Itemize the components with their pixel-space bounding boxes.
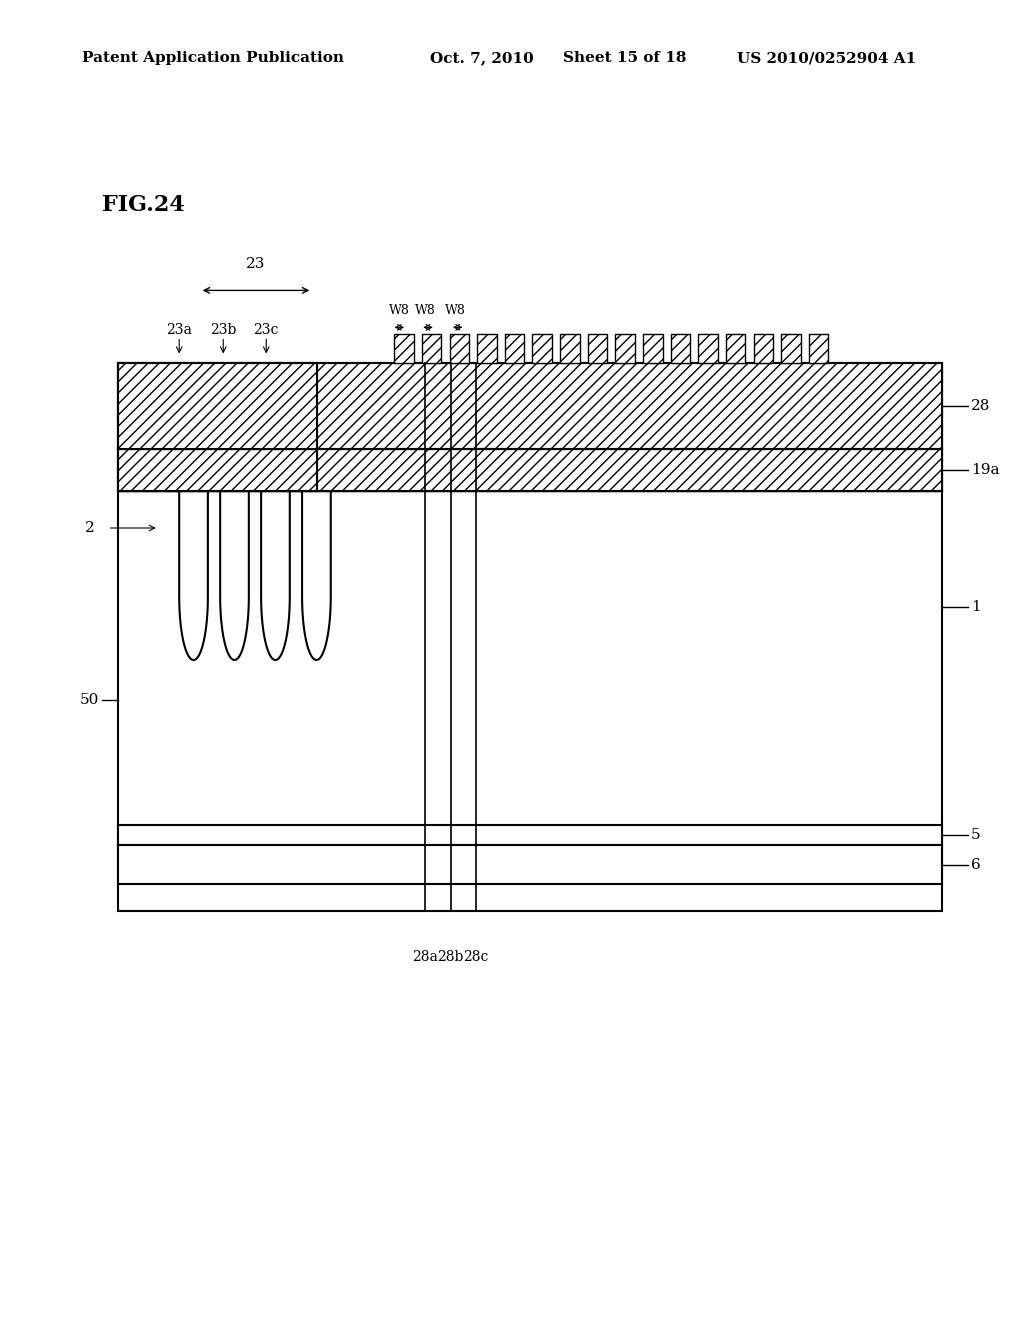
Bar <box>560 334 580 363</box>
Text: 23: 23 <box>247 256 265 271</box>
Bar <box>671 334 690 363</box>
Text: W8: W8 <box>445 304 466 317</box>
Text: 50: 50 <box>80 693 99 706</box>
Bar <box>560 334 580 363</box>
Text: 28a: 28a <box>412 950 438 965</box>
Bar <box>450 334 469 363</box>
Bar <box>477 334 497 363</box>
Bar <box>671 334 690 363</box>
Bar <box>781 334 801 363</box>
Text: Patent Application Publication: Patent Application Publication <box>82 51 344 65</box>
Bar <box>118 363 942 449</box>
Bar <box>505 334 524 363</box>
Bar <box>781 334 801 363</box>
Text: 19a: 19a <box>971 463 999 477</box>
Text: 28c: 28c <box>464 950 488 965</box>
Text: 28: 28 <box>971 399 990 413</box>
Bar <box>726 334 745 363</box>
Text: 1: 1 <box>971 601 981 614</box>
Bar <box>754 334 773 363</box>
Bar <box>588 334 607 363</box>
Bar <box>726 334 745 363</box>
Bar <box>118 449 942 491</box>
Bar <box>118 449 317 491</box>
Text: US 2010/0252904 A1: US 2010/0252904 A1 <box>737 51 916 65</box>
Text: Sheet 15 of 18: Sheet 15 of 18 <box>563 51 687 65</box>
Bar <box>505 334 524 363</box>
Bar <box>532 334 552 363</box>
Bar <box>698 334 718 363</box>
Bar <box>118 825 942 845</box>
Bar <box>643 334 663 363</box>
Bar <box>118 363 942 449</box>
Bar <box>118 363 317 449</box>
Text: 23b: 23b <box>210 323 237 338</box>
Bar <box>809 334 828 363</box>
Bar <box>394 334 414 363</box>
Bar <box>643 334 663 363</box>
Bar <box>809 334 828 363</box>
Bar <box>588 334 607 363</box>
Bar <box>118 363 317 449</box>
Text: W8: W8 <box>415 304 435 317</box>
Bar <box>118 845 942 884</box>
Bar <box>422 334 441 363</box>
Bar <box>422 334 441 363</box>
Text: 2: 2 <box>84 521 94 535</box>
Text: FIG.24: FIG.24 <box>102 194 185 215</box>
Text: 23a: 23a <box>166 323 193 338</box>
Bar <box>698 334 718 363</box>
Bar <box>394 334 414 363</box>
Text: 6: 6 <box>971 858 981 871</box>
Text: Oct. 7, 2010: Oct. 7, 2010 <box>430 51 534 65</box>
Bar <box>754 334 773 363</box>
Bar <box>450 334 469 363</box>
Bar <box>532 334 552 363</box>
Bar <box>118 449 317 491</box>
Bar <box>615 334 635 363</box>
Text: 28b: 28b <box>437 950 464 965</box>
Text: 5: 5 <box>971 828 980 842</box>
Bar <box>118 449 942 491</box>
Bar <box>615 334 635 363</box>
Text: 23c: 23c <box>254 323 279 338</box>
Bar <box>477 334 497 363</box>
Text: W8: W8 <box>389 304 410 317</box>
